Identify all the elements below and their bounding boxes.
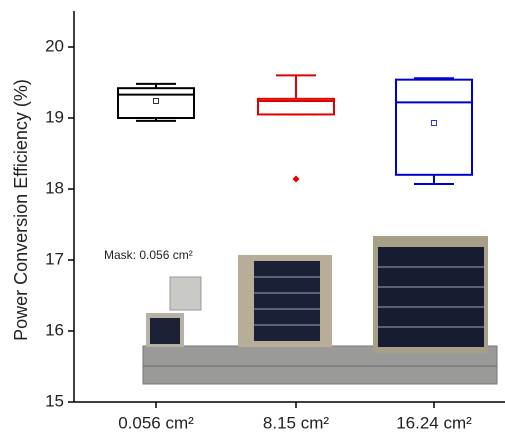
y-tick-label: 20 — [45, 36, 64, 55]
y-tick-label: 17 — [45, 249, 64, 268]
large-cell-active — [378, 247, 484, 347]
mean — [431, 120, 437, 126]
y-tick-label: 18 — [45, 178, 64, 197]
y-tick-label: 19 — [45, 107, 64, 126]
y-tick-label: 15 — [45, 391, 64, 410]
x-tick-label: 8.15 cm² — [263, 413, 329, 432]
box — [117, 87, 195, 119]
x-tick-label: 16.24 cm² — [396, 413, 472, 432]
outlier — [292, 175, 300, 183]
y-axis-label: Power Conversion Efficiency (%) — [11, 79, 31, 341]
box — [395, 78, 473, 176]
medium-cell-active — [254, 261, 320, 341]
mask — [169, 276, 202, 311]
device-photos — [142, 236, 498, 385]
small-cell-active — [150, 318, 180, 344]
y-tick-label: 16 — [45, 320, 64, 339]
mean — [153, 98, 159, 104]
annotation: Mask: 0.056 cm² — [104, 248, 193, 262]
box — [257, 97, 335, 116]
cell-stripes — [254, 266, 484, 328]
x-tick-label: 0.056 cm² — [118, 413, 194, 432]
